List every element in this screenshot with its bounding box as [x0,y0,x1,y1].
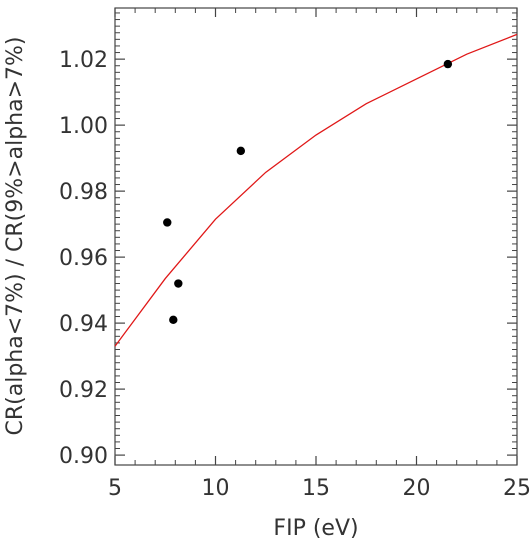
fit-curve-layer [114,33,518,347]
data-point [163,218,172,227]
y-tick-label: 1.02 [59,48,108,73]
y-tick-label: 0.90 [59,444,108,469]
x-tick-label: 5 [108,476,122,501]
plot-frame [114,7,518,466]
y-tick-label: 0.98 [59,180,108,205]
data-points-layer [163,59,453,325]
fit-curve [114,33,518,347]
y-tick-label: 1.00 [59,114,108,139]
x-tick-label: 25 [503,476,531,501]
data-point [169,315,178,325]
x-tick-label: 15 [302,476,330,501]
y-axis-ticks: 0.90 0.92 0.94 0.96 0.98 1.00 1.02 [59,12,517,469]
y-tick-label: 0.94 [59,312,108,337]
y-tick-label: 0.92 [59,378,108,403]
x-tick-label: 10 [202,476,230,501]
x-axis-ticks: 5 10 15 20 25 [108,8,531,501]
x-tick-label: 20 [403,476,431,501]
y-axis-title: CR(alpha<7%) / CR(9%>alpha>7%) [3,37,28,436]
data-point [236,146,246,156]
y-tick-label: 0.96 [59,246,108,271]
data-point [443,59,453,69]
data-point [174,279,183,288]
x-axis-title: FIP (eV) [273,516,358,541]
